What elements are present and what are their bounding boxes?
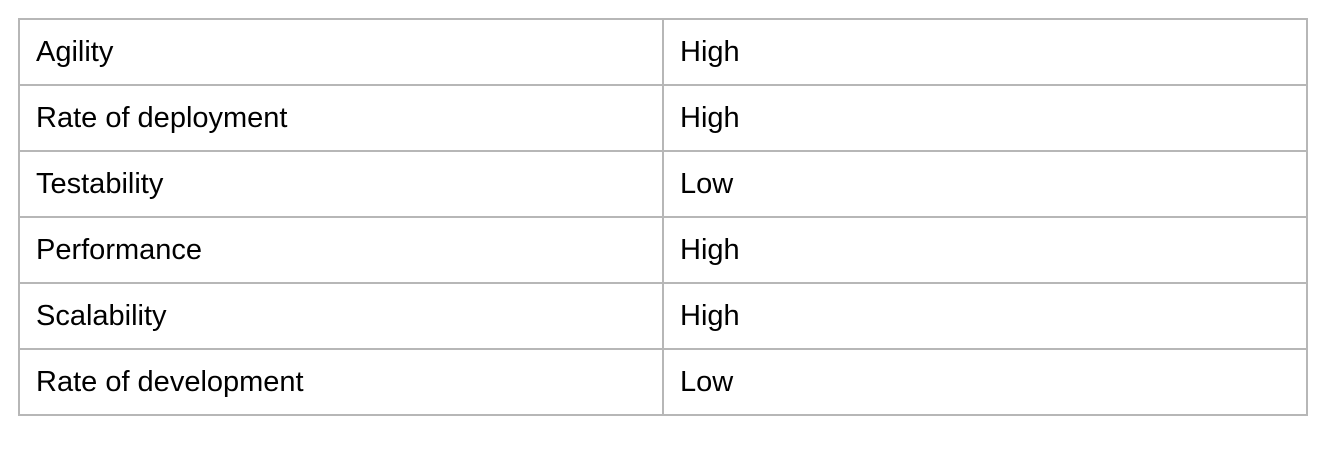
rating-cell: Low (662, 348, 1308, 416)
attributes-table: Agility High Rate of deployment High Tes… (18, 18, 1308, 416)
table-row: Rate of development Low (18, 348, 1308, 416)
attribute-cell: Testability (18, 150, 664, 218)
table-row: Performance High (18, 216, 1308, 284)
rating-cell: High (662, 84, 1308, 152)
table-row: Testability Low (18, 150, 1308, 218)
table-row: Agility High (18, 18, 1308, 86)
attribute-cell: Agility (18, 18, 664, 86)
attribute-cell: Rate of deployment (18, 84, 664, 152)
rating-cell: Low (662, 150, 1308, 218)
table-row: Scalability High (18, 282, 1308, 350)
rating-cell: High (662, 282, 1308, 350)
attribute-cell: Performance (18, 216, 664, 284)
attribute-cell: Rate of development (18, 348, 664, 416)
table-row: Rate of deployment High (18, 84, 1308, 152)
attribute-cell: Scalability (18, 282, 664, 350)
rating-cell: High (662, 18, 1308, 86)
attributes-table-container: Agility High Rate of deployment High Tes… (18, 18, 1308, 416)
rating-cell: High (662, 216, 1308, 284)
